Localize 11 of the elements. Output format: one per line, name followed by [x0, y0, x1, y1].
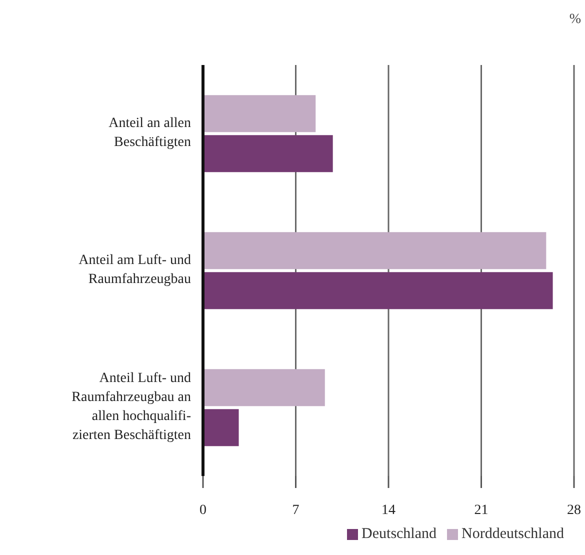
legend-label: Norddeutschland — [462, 526, 564, 542]
x-tick-label: 0 — [200, 502, 206, 518]
x-tick-label: 14 — [382, 502, 396, 518]
legend-label: Deutschland — [362, 526, 437, 542]
y-tick-label: Anteil an allen Beschäftigten — [108, 116, 191, 150]
y-tick-label: Anteil am Luft- und Raumfahrzeugbau — [78, 253, 191, 288]
x-axis-title: % — [569, 12, 581, 28]
x-tick-label: 7 — [292, 502, 300, 518]
x-tick-label: 28 — [567, 502, 581, 518]
y-tick-label: Anteil Luft- und Raumfahrzeugbau an allen hochqualifi- zierten Beschäftigten — [72, 371, 192, 444]
x-tick-label: 21 — [474, 502, 488, 518]
